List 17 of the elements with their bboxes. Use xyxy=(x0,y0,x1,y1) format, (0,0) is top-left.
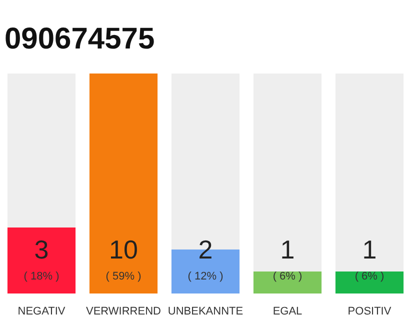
data-label: 1 xyxy=(280,234,295,264)
x-tick-label: NEGATIV xyxy=(18,306,66,318)
bar xyxy=(253,272,322,294)
data-label: 1 xyxy=(362,234,377,264)
annotation: ( 59% ) xyxy=(106,270,142,282)
x-tick-label: UNBEKANNTE xyxy=(168,306,244,318)
annotation: ( 18% ) xyxy=(24,270,60,282)
x-tick-label: POSITIV xyxy=(348,306,392,318)
annotation: ( 12% ) xyxy=(188,270,224,282)
x-tick-label: EGAL xyxy=(272,306,302,318)
annotation: ( 6% ) xyxy=(354,270,384,282)
data-label: 3 xyxy=(34,234,49,264)
annotation: ( 6% ) xyxy=(272,270,302,282)
x-tick-label: VERWIRREND xyxy=(86,306,162,318)
bar xyxy=(335,272,404,294)
chart-title: 090674575 xyxy=(4,22,155,56)
data-label: 10 xyxy=(109,234,138,264)
